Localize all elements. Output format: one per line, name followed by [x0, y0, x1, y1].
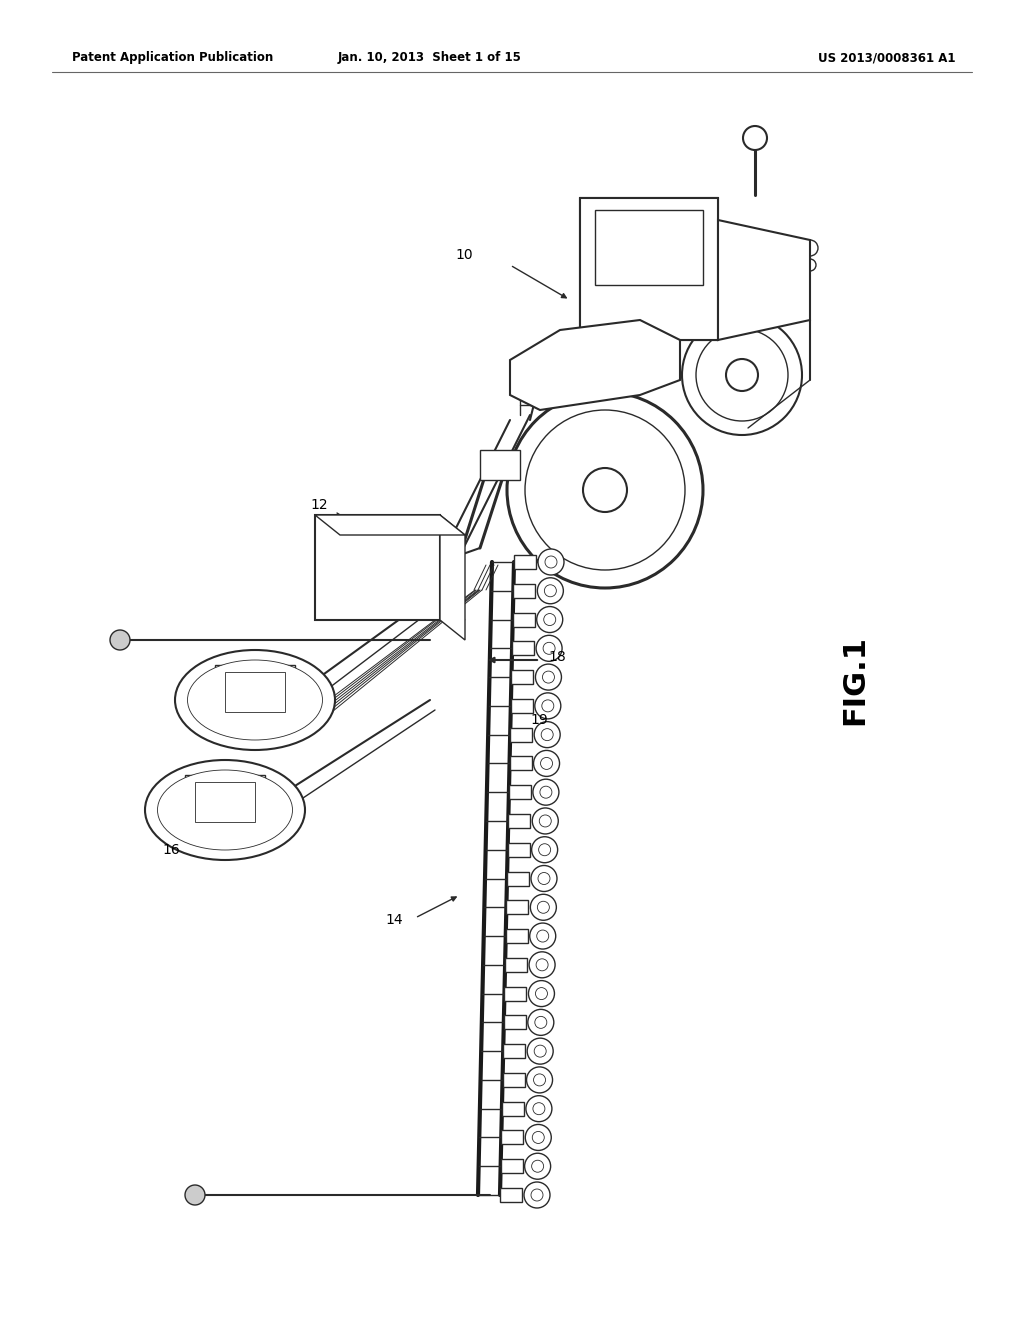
- Bar: [514, 554, 536, 569]
- Ellipse shape: [158, 770, 293, 850]
- Bar: [508, 814, 530, 828]
- Circle shape: [540, 814, 551, 826]
- Circle shape: [531, 1160, 544, 1172]
- Circle shape: [532, 779, 559, 805]
- Circle shape: [545, 556, 557, 568]
- Circle shape: [543, 671, 554, 682]
- Circle shape: [543, 643, 555, 655]
- Circle shape: [535, 722, 560, 747]
- Circle shape: [110, 630, 130, 649]
- Circle shape: [535, 1045, 546, 1057]
- Circle shape: [185, 1185, 205, 1205]
- Text: 16: 16: [162, 843, 180, 857]
- Bar: [501, 1159, 522, 1173]
- Bar: [215, 665, 295, 719]
- Circle shape: [538, 902, 549, 913]
- Circle shape: [529, 923, 556, 949]
- Bar: [503, 1044, 525, 1059]
- Circle shape: [545, 585, 556, 597]
- Circle shape: [531, 866, 557, 891]
- Polygon shape: [510, 319, 680, 411]
- Bar: [500, 1188, 522, 1203]
- Bar: [225, 672, 285, 711]
- Bar: [502, 1102, 524, 1115]
- Text: Jan. 10, 2013  Sheet 1 of 15: Jan. 10, 2013 Sheet 1 of 15: [338, 51, 522, 65]
- Bar: [504, 1015, 525, 1030]
- Circle shape: [537, 958, 548, 970]
- Text: 12: 12: [310, 498, 328, 512]
- Text: 18: 18: [548, 649, 565, 664]
- Text: 19: 19: [530, 713, 548, 727]
- Circle shape: [527, 1038, 553, 1064]
- Circle shape: [524, 1154, 551, 1179]
- Bar: [195, 781, 255, 822]
- Bar: [509, 785, 530, 799]
- Circle shape: [540, 787, 552, 799]
- Circle shape: [527, 1010, 554, 1035]
- Ellipse shape: [145, 760, 305, 861]
- Circle shape: [537, 931, 549, 942]
- Bar: [502, 1130, 523, 1144]
- Bar: [506, 929, 527, 942]
- Circle shape: [531, 837, 558, 863]
- Text: FIG.1: FIG.1: [841, 635, 869, 725]
- Circle shape: [537, 635, 562, 661]
- Polygon shape: [315, 515, 465, 535]
- Bar: [480, 450, 520, 480]
- Circle shape: [537, 607, 563, 632]
- Circle shape: [525, 1125, 551, 1151]
- Text: Patent Application Publication: Patent Application Publication: [72, 51, 273, 65]
- Bar: [503, 1073, 524, 1086]
- Bar: [512, 642, 535, 655]
- Polygon shape: [440, 515, 465, 640]
- Bar: [513, 612, 535, 627]
- Ellipse shape: [187, 660, 323, 741]
- Circle shape: [743, 125, 767, 150]
- Circle shape: [529, 952, 555, 978]
- Bar: [511, 671, 534, 684]
- Bar: [513, 583, 536, 598]
- Circle shape: [526, 1096, 552, 1122]
- Circle shape: [535, 693, 561, 719]
- Circle shape: [534, 1074, 546, 1086]
- Bar: [511, 698, 532, 713]
- Text: US 2013/0008361 A1: US 2013/0008361 A1: [817, 51, 955, 65]
- Text: 10: 10: [455, 248, 473, 261]
- Bar: [185, 775, 265, 830]
- Bar: [505, 986, 526, 1001]
- Text: 14: 14: [385, 913, 402, 927]
- Circle shape: [536, 664, 561, 690]
- Circle shape: [534, 750, 559, 776]
- Circle shape: [544, 614, 556, 626]
- Polygon shape: [595, 210, 703, 285]
- Bar: [510, 756, 531, 771]
- Bar: [508, 842, 529, 857]
- Circle shape: [531, 1189, 543, 1201]
- Circle shape: [542, 700, 554, 711]
- Circle shape: [532, 808, 558, 834]
- Circle shape: [530, 894, 556, 920]
- Circle shape: [524, 1181, 550, 1208]
- Bar: [507, 871, 529, 886]
- Circle shape: [526, 1067, 553, 1093]
- Polygon shape: [315, 515, 440, 620]
- Polygon shape: [580, 198, 718, 341]
- Ellipse shape: [175, 649, 335, 750]
- Bar: [505, 958, 527, 972]
- Circle shape: [541, 758, 553, 770]
- Circle shape: [532, 1102, 545, 1114]
- Circle shape: [538, 578, 563, 603]
- Circle shape: [532, 1131, 545, 1143]
- Circle shape: [538, 549, 564, 576]
- Circle shape: [536, 987, 548, 999]
- Circle shape: [539, 843, 551, 855]
- Bar: [506, 900, 528, 915]
- Polygon shape: [718, 220, 810, 341]
- Bar: [510, 727, 532, 742]
- Circle shape: [528, 981, 554, 1007]
- Circle shape: [535, 1016, 547, 1028]
- Circle shape: [541, 729, 553, 741]
- Circle shape: [538, 873, 550, 884]
